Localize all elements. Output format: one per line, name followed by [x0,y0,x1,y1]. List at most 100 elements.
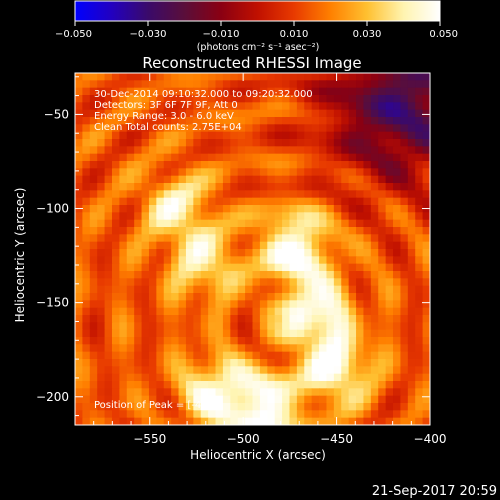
heatmap-cell [215,359,224,367]
heatmap-cell [311,190,320,199]
heatmap-cell [141,197,150,206]
heatmap-cell [75,197,83,206]
heatmap-cell [230,139,239,147]
heatmap-cell [274,197,283,206]
heatmap-cell [237,131,246,140]
heatmap-cell [304,307,313,316]
heatmap-cell [393,249,402,257]
heatmap-cell [400,403,409,411]
heatmap-cell [363,285,372,294]
heatmap-cell [319,109,328,118]
heatmap-cell [422,337,430,345]
heatmap-cell [75,219,83,228]
heatmap-cell [267,219,276,228]
heatmap-cell [274,73,283,81]
heatmap-cell [134,417,143,425]
heatmap-cell [119,329,128,338]
heatmap-cell [363,146,372,155]
heatmap-cell [400,95,409,103]
heatmap-cell [134,263,143,272]
heatmap-cell [222,153,231,162]
heatmap-cell [171,146,180,155]
heatmap-cell [89,351,98,360]
heatmap-cell [326,87,335,96]
heatmap-cell [289,366,298,375]
heatmap-cell [400,351,409,360]
heatmap-cell [259,109,268,118]
heatmap-cell [141,205,150,213]
heatmap-cell [215,403,224,411]
heatmap-cell [422,403,430,411]
heatmap-cell [422,307,430,316]
heatmap-cell [356,139,365,147]
heatmap-cell [89,373,98,382]
heatmap-cell [111,278,120,287]
heatmap-cell [148,322,157,331]
heatmap-cell [282,322,291,331]
colorbar-tick-label: 0.030 [353,29,382,40]
heatmap-cell [215,234,224,243]
heatmap-cell [363,395,372,404]
heatmap-cell [341,395,350,404]
heatmap-cell [422,153,430,162]
heatmap-cell [304,403,313,411]
heatmap-cell [304,95,313,103]
heatmap-cell [304,219,313,228]
heatmap-cell [400,212,409,221]
heatmap-cell [111,403,120,411]
heatmap-cell [400,161,409,169]
heatmap-cell [378,322,387,331]
heatmap-cell [348,373,357,382]
heatmap-cell [296,315,305,323]
heatmap-cell [282,183,291,191]
heatmap-cell [296,146,305,155]
heatmap-cell [422,344,430,353]
heatmap-cell [156,271,165,279]
heatmap-cell [104,337,113,345]
heatmap-cell [200,117,209,125]
heatmap-cell [134,344,143,353]
heatmap-cell [200,249,209,257]
heatmap-cell [422,351,430,360]
heatmap-cell [185,351,194,360]
heatmap-cell [141,403,150,411]
heatmap-cell [104,212,113,221]
heatmap-cell [208,80,217,89]
heatmap-cell [89,131,98,140]
heatmap-cell [378,117,387,125]
heatmap-cell [333,139,342,147]
heatmap-cell [200,95,209,103]
heatmap-cell [289,183,298,191]
heatmap-cell [89,249,98,257]
heatmap-cell [385,212,394,221]
heatmap-cell [363,190,372,199]
heatmap-cell [385,168,394,177]
heatmap-cell [319,278,328,287]
heatmap-cell [326,131,335,140]
heatmap-cell [97,131,106,140]
heatmap-cell [119,102,128,111]
heatmap-cell [119,234,128,243]
heatmap-cell [97,175,106,184]
heatmap-cell [296,388,305,397]
heatmap-cell [370,139,379,147]
heatmap-cell [119,175,128,184]
heatmap-cell [148,117,157,125]
heatmap-cell [289,344,298,353]
heatmap-cell [282,263,291,272]
heatmap-cell [393,153,402,162]
heatmap-cell [311,80,320,89]
heatmap-cell [104,359,113,367]
heatmap-cell [111,219,120,228]
heatmap-cell [141,395,150,404]
heatmap-cell [163,95,172,103]
heatmap-cell [289,381,298,389]
heatmap-cell [311,263,320,272]
heatmap-cell [319,117,328,125]
heatmap-cell [296,109,305,118]
heatmap-cell [415,410,424,419]
heatmap-cell [319,131,328,140]
heatmap-cell [126,175,135,184]
heatmap-cell [267,351,276,360]
heatmap-cell [193,285,202,294]
